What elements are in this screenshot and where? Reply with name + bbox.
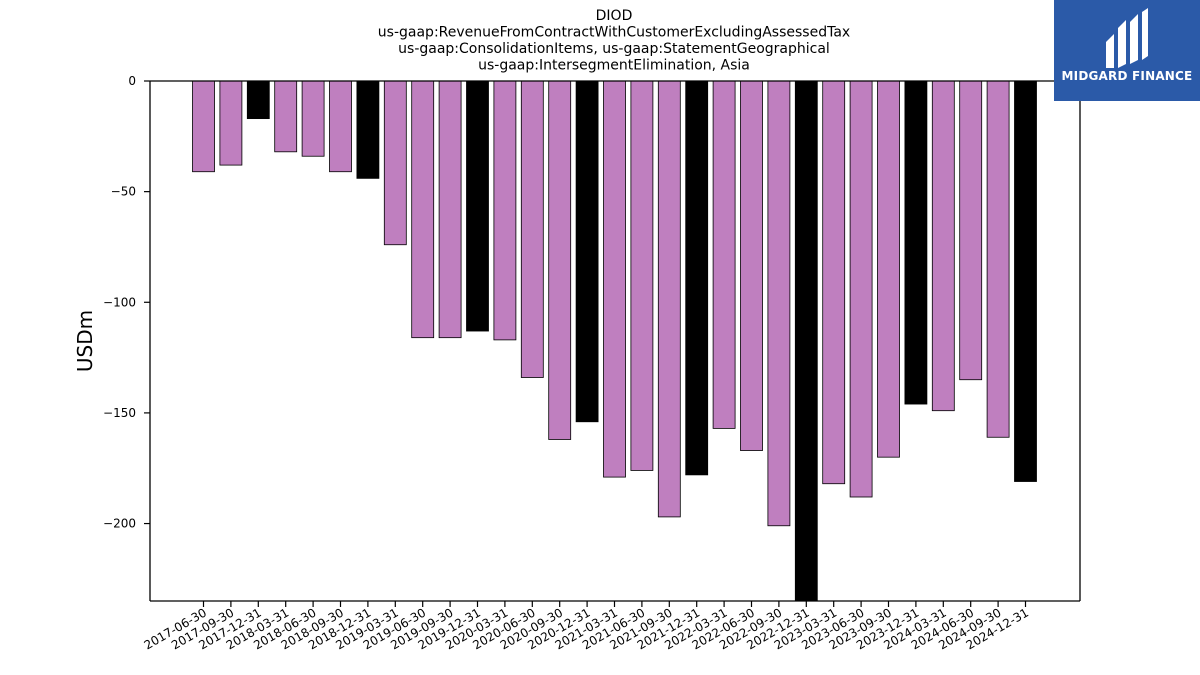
bar-2023-06-30 — [849, 81, 873, 498]
bar-2019-03-31 — [383, 81, 407, 246]
bar-2019-12-31 — [466, 81, 489, 332]
bar-2018-03-31 — [274, 81, 298, 153]
bar-2024-03-31 — [931, 81, 955, 412]
bar-2018-06-30 — [301, 81, 325, 157]
title-line-1: DIOD — [596, 8, 633, 24]
chart-title: DIODus-gaap:RevenueFromContractWithCusto… — [378, 8, 850, 74]
bar-2017-09-30 — [219, 81, 243, 166]
y-tick-label: −100 — [103, 295, 136, 309]
y-tick-label: 0 — [128, 74, 136, 88]
bar-2022-06-30 — [740, 81, 763, 451]
bars — [192, 81, 1037, 601]
bar-2017-12-31 — [246, 81, 270, 120]
bar-2021-03-31 — [603, 81, 626, 478]
bar-2021-09-30 — [657, 81, 681, 518]
bar-2022-09-30 — [767, 81, 791, 527]
bar-2024-06-30 — [959, 81, 983, 381]
bar-2019-06-30 — [411, 81, 435, 339]
title-line-2: us-gaap:RevenueFromContractWithCustomerE… — [378, 25, 850, 41]
bar-2018-12-31 — [356, 81, 380, 179]
bar-2018-09-30 — [329, 81, 352, 173]
bar-2021-06-30 — [630, 81, 654, 471]
bar-2019-09-30 — [438, 81, 462, 339]
bar-2024-09-30 — [986, 81, 1010, 438]
bar-2020-12-31 — [575, 81, 599, 423]
title-line-4: us-gaap:IntersegmentElimination, Asia — [478, 58, 750, 74]
axes — [149, 80, 1081, 602]
bar-2022-03-31 — [712, 81, 736, 429]
logo: MIDGARD FINANCE — [1054, 0, 1200, 101]
y-axis-ticks: 0 −50 −100 −150 −200 — [103, 74, 150, 531]
bar-2020-06-30 — [520, 81, 544, 378]
bar-2020-09-30 — [548, 81, 572, 440]
midgard-logo-icon — [1106, 8, 1148, 68]
bar-2017-06-30 — [192, 81, 215, 173]
y-axis-label: USDm — [73, 310, 97, 372]
y-tick-label: −150 — [103, 406, 136, 420]
title-line-3: us-gaap:ConsolidationItems, us-gaap:Stat… — [398, 41, 830, 57]
x-axis-ticks: 2017-06-302017-09-302017-12-312018-03-31… — [142, 601, 1031, 652]
bar-2021-12-31 — [685, 81, 709, 476]
y-tick-label: −200 — [103, 517, 136, 531]
bar-2022-12-31 — [794, 81, 818, 601]
y-tick-label: −50 — [111, 185, 136, 199]
logo-text: MIDGARD FINANCE — [1061, 69, 1193, 83]
bar-2023-09-30 — [877, 81, 900, 458]
bar-2020-03-31 — [493, 81, 517, 341]
bar-2024-12-31 — [1014, 81, 1037, 482]
bar-2023-03-31 — [822, 81, 846, 485]
bar-2023-12-31 — [904, 81, 928, 405]
